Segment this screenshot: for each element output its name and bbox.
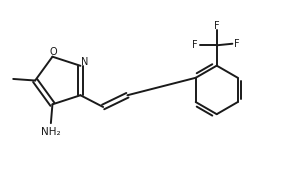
Text: N: N bbox=[81, 57, 88, 67]
Text: NH₂: NH₂ bbox=[41, 127, 61, 137]
Text: F: F bbox=[192, 40, 198, 50]
Text: F: F bbox=[214, 21, 219, 31]
Text: O: O bbox=[49, 47, 57, 57]
Text: F: F bbox=[234, 39, 240, 49]
